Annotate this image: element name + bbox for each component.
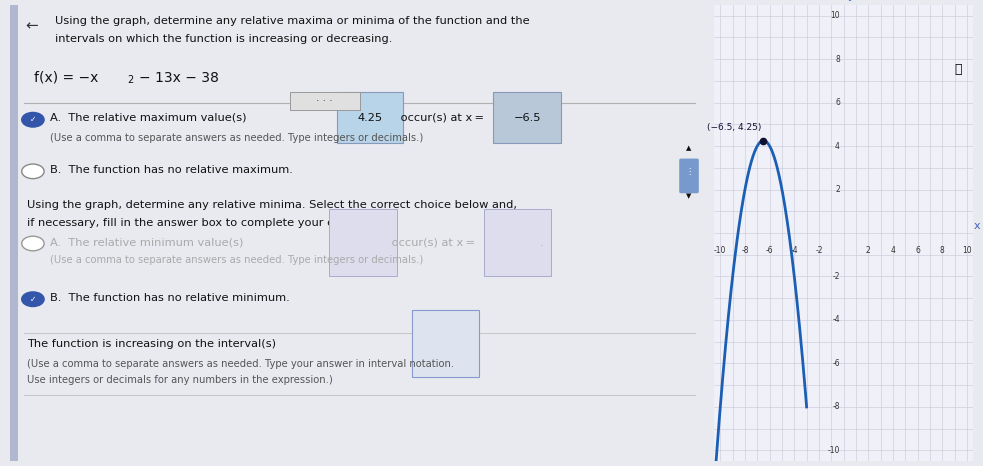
Text: -6: -6 xyxy=(833,359,839,368)
Text: B.  The function has no relative maximum.: B. The function has no relative maximum. xyxy=(50,165,293,175)
Text: The function is increasing on the interval(s): The function is increasing on the interv… xyxy=(28,339,276,349)
Text: (Use a comma to separate answers as needed. Type integers or decimals.): (Use a comma to separate answers as need… xyxy=(50,255,423,265)
Circle shape xyxy=(22,292,44,307)
Text: Use integers or decimals for any numbers in the expression.): Use integers or decimals for any numbers… xyxy=(28,376,333,385)
Text: 4: 4 xyxy=(891,246,896,255)
Text: 4: 4 xyxy=(836,142,839,151)
Text: x: x xyxy=(973,221,980,232)
Text: (−6.5, 4.25): (−6.5, 4.25) xyxy=(707,123,761,132)
Text: intervals on which the function is increasing or decreasing.: intervals on which the function is incre… xyxy=(55,34,392,44)
Text: 🔍: 🔍 xyxy=(954,63,962,76)
Text: ⋮: ⋮ xyxy=(685,167,693,176)
Text: 2: 2 xyxy=(836,185,839,194)
Text: 8: 8 xyxy=(940,246,945,255)
Text: -2: -2 xyxy=(815,246,823,255)
Circle shape xyxy=(22,164,44,178)
Text: 4.25: 4.25 xyxy=(358,113,382,123)
Bar xyxy=(10,5,19,461)
Text: (Use a comma to separate answers as needed. Type integers or decimals.): (Use a comma to separate answers as need… xyxy=(50,132,423,143)
Text: occur(s) at x =: occur(s) at x = xyxy=(397,113,486,123)
Text: if necessary, fill in the answer box to complete your choice.: if necessary, fill in the answer box to … xyxy=(28,218,368,228)
Text: -8: -8 xyxy=(833,403,839,411)
Text: A.  The relative maximum value(s): A. The relative maximum value(s) xyxy=(50,113,250,123)
Circle shape xyxy=(22,112,44,127)
Text: 10: 10 xyxy=(962,246,972,255)
Circle shape xyxy=(22,236,44,251)
FancyBboxPatch shape xyxy=(679,158,699,193)
Text: Using the graph, determine any relative maxima or minima of the function and the: Using the graph, determine any relative … xyxy=(55,16,530,26)
Text: −6.5: −6.5 xyxy=(513,113,541,123)
Text: -10: -10 xyxy=(714,246,726,255)
Text: ▼: ▼ xyxy=(686,193,692,199)
Text: 10: 10 xyxy=(831,11,839,20)
Text: -4: -4 xyxy=(833,315,839,324)
Text: -6: -6 xyxy=(766,246,774,255)
Text: y: y xyxy=(848,0,854,1)
Text: .: . xyxy=(540,238,544,247)
Text: -2: -2 xyxy=(833,272,839,281)
Text: -10: -10 xyxy=(828,446,839,455)
Text: f(x) = −x: f(x) = −x xyxy=(34,71,98,85)
Text: -4: -4 xyxy=(790,246,798,255)
Text: occur(s) at x =: occur(s) at x = xyxy=(387,238,477,247)
Text: 8: 8 xyxy=(836,55,839,63)
Text: 2: 2 xyxy=(128,75,134,85)
Text: A.  The relative minimum value(s): A. The relative minimum value(s) xyxy=(50,238,247,247)
Text: 6: 6 xyxy=(836,98,839,107)
Text: 6: 6 xyxy=(915,246,920,255)
Text: ▲: ▲ xyxy=(686,145,692,151)
Text: ←: ← xyxy=(26,18,38,34)
Text: 2: 2 xyxy=(866,246,871,255)
Text: Using the graph, determine any relative minima. Select the correct choice below : Using the graph, determine any relative … xyxy=(28,200,517,210)
Text: -8: -8 xyxy=(741,246,749,255)
Text: ✓: ✓ xyxy=(29,115,36,124)
Text: (Use a comma to separate answers as needed. Type your answer in interval notatio: (Use a comma to separate answers as need… xyxy=(28,359,454,369)
Text: − 13x − 38: − 13x − 38 xyxy=(140,71,219,85)
Text: ✓: ✓ xyxy=(29,295,36,304)
Text: B.  The function has no relative minimum.: B. The function has no relative minimum. xyxy=(50,293,289,303)
